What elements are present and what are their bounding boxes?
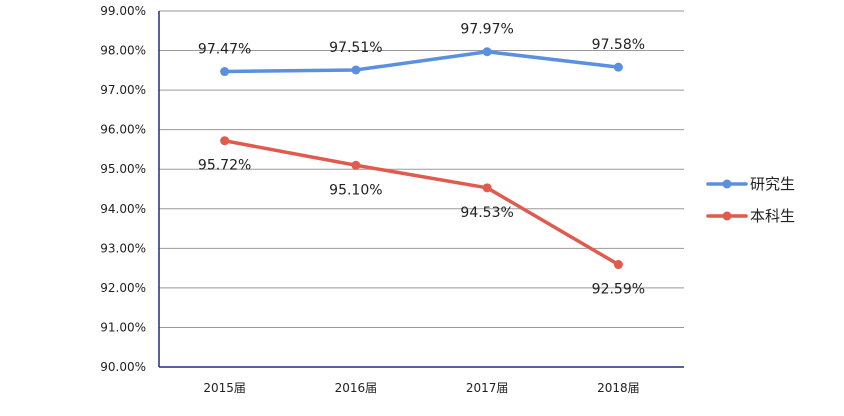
y-tick-label: 96.00% [100,123,146,137]
y-tick-label: 99.00% [100,4,146,18]
series-line [222,138,621,267]
data-label: 92.59% [592,282,645,298]
series-group: 97.47% 97.51% 97.97% 97.58% 95.72% 95.10% 94.5… [198,22,645,298]
y-axis-ticks: 90.00% 91.00% 92.00% 93.00% 94.00% 95.00% 96.0… [100,4,146,374]
data-label: 95.10% [329,182,382,198]
y-tick-label: 94.00% [100,202,146,216]
series-line [222,49,621,74]
data-label: 97.58% [592,37,645,53]
data-label: 95.72% [198,158,251,174]
y-tick-label: 97.00% [100,83,146,97]
series-1: 97.47% 97.51% 97.97% 97.58% [198,22,645,77]
axes [158,11,684,368]
legend-swatch-marker [722,179,732,189]
y-tick-label: 91.00% [100,320,146,334]
grid-lines [159,10,684,328]
data-label: 97.97% [460,22,513,38]
x-tick-label: 2017届 [466,381,509,395]
x-axis-ticks: 2015届 2016届 2017届 2018届 [203,381,639,395]
data-label: 94.53% [460,205,513,221]
series-2: 95.72% 95.10% 94.53% 92.59% [198,136,645,298]
data-point [220,67,230,77]
legend-item: 本科生 [706,207,795,225]
x-tick-label: 2018届 [597,381,640,395]
y-tick-label: 90.00% [100,360,146,374]
data-point [613,62,623,72]
y-tick-label: 92.00% [100,281,146,295]
y-tick-label: 93.00% [100,241,146,255]
data-point [351,160,361,170]
data-point [613,260,623,270]
data-point [351,65,361,75]
legend-item: 研究生 [706,175,795,193]
data-point [482,183,492,193]
legend-label: 本科生 [750,207,795,225]
data-point [482,47,492,57]
y-tick-label: 98.00% [100,44,146,58]
data-point [220,136,230,146]
data-label: 97.51% [329,40,382,56]
x-tick-label: 2015届 [203,381,246,395]
legend-label: 研究生 [750,175,795,193]
data-label: 97.47% [198,42,251,58]
x-tick-label: 2016届 [335,381,378,395]
legend-swatch-marker [722,211,732,221]
y-tick-label: 95.00% [100,162,146,176]
